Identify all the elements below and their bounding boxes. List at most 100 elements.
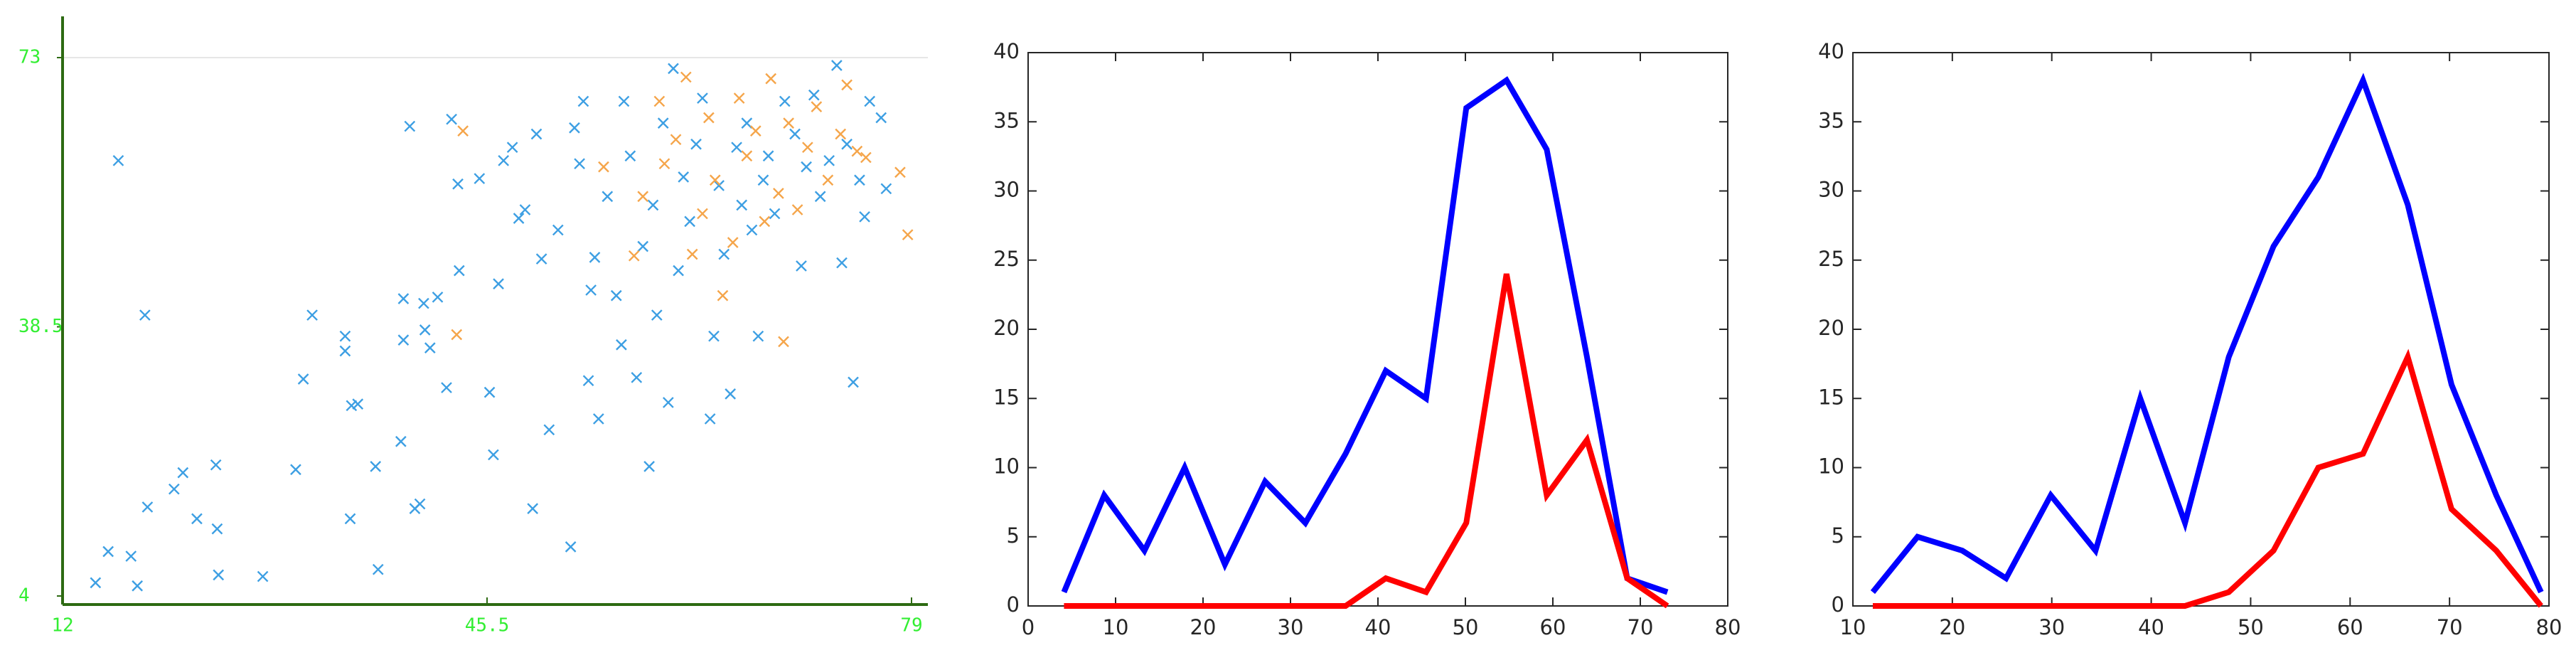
scatter-point [352,398,364,410]
scatter-point [112,154,124,166]
scatter-point [397,334,410,346]
y-tick-label: 30 [1818,178,1844,202]
scatter-point [848,376,859,388]
x-tick-label: 80 [2536,615,2562,639]
scatter-point [527,503,539,514]
scatter-point [757,174,769,186]
scatter-point [773,188,784,199]
scatter-point [802,142,813,154]
scatter-point [210,459,222,471]
scatter-point [673,265,684,277]
scatter-point [717,289,729,302]
scatter-point [598,161,609,173]
scatter-point [519,204,531,215]
x-tick-label: 40 [1365,615,1391,639]
x-tick-label: 10 [1840,615,1866,639]
x-tick-label: 60 [2337,615,2363,639]
scatter-point [690,138,702,150]
scatter-point [814,191,826,203]
x-tick-label: 70 [1628,615,1654,639]
line-series [1872,348,2543,609]
scatter-point [577,95,589,107]
scatter-point [513,213,525,224]
scatter-point [643,461,655,472]
scatter-point [589,252,601,263]
scatter-point [610,289,622,302]
y-tick-label: 38.5 [18,316,63,337]
scatter-point [397,293,410,304]
scatter-point [569,122,580,134]
y-tick-label: 35 [1818,108,1844,132]
scatter-point [653,95,666,107]
scatter-point [854,174,865,186]
y-tick-label: 30 [993,178,1020,202]
scatter-point [418,297,429,309]
scatter-point [823,154,835,166]
scatter-point [894,166,906,179]
scatter-point [102,545,114,558]
scatter-point [741,117,753,129]
line-series [1870,73,2544,595]
scatter-point [860,151,872,164]
scatter-point [637,191,649,203]
scatter-point [424,342,436,353]
scatter-point [498,154,510,166]
scatter-point [684,215,695,228]
scatter-point [257,570,269,582]
y-tick-label: 10 [1818,454,1844,479]
scatter-point [631,371,643,383]
scatter-point [602,191,614,203]
scatter-point [733,92,745,104]
scatter-point [493,278,504,290]
x-tick-label: 70 [2437,615,2463,639]
x-tick-label: 45.5 [465,615,510,637]
scatter-point [822,174,834,186]
scatter-point [709,174,721,186]
scatter-point [372,563,384,575]
scatter-point [727,237,739,248]
scatter-point [668,63,679,75]
scatter-point [841,138,853,150]
scatter-point [451,329,463,341]
scatter-point [339,330,351,342]
scatter-point [125,550,137,562]
x-tick-label: 80 [1715,615,1741,639]
scatter-point [791,204,803,215]
scatter-point [831,60,843,71]
scatter-point [841,79,853,91]
x-tick-label: 30 [1278,615,1304,639]
scatter-point [585,284,597,296]
scatter-point [339,345,351,357]
scatter-point [647,199,659,211]
scatter-point [139,309,151,321]
scatter-point [801,161,812,173]
scatter-point [616,339,627,351]
scatter-point [759,215,771,228]
x-tick-label: 10 [1103,615,1129,639]
y-tick-label: 0 [1832,592,1844,617]
scatter-point [441,382,452,393]
scatter-point [697,208,708,220]
scatter-point [574,158,585,170]
scatter-point [752,330,764,342]
scatter-point [713,180,725,191]
scatter-point [731,142,742,154]
scatter-point [835,128,847,140]
scatter-point [404,120,416,132]
scatter-point [346,400,358,412]
scatter-point [624,150,636,162]
scatter-point [725,388,737,400]
scatter-point [414,498,426,510]
scatter-point [680,71,692,83]
x-tick-label: 79 [900,615,922,637]
y-tick-label: 15 [1818,385,1844,409]
scatter-point [657,117,669,129]
scatter-point [446,113,457,125]
scatter-point [211,523,223,535]
scatter-point [618,95,630,107]
scatter-point [808,89,820,101]
y-tick-label: 5 [1832,523,1844,548]
y-tick-label: 10 [993,454,1020,479]
scatter-point [452,178,464,190]
